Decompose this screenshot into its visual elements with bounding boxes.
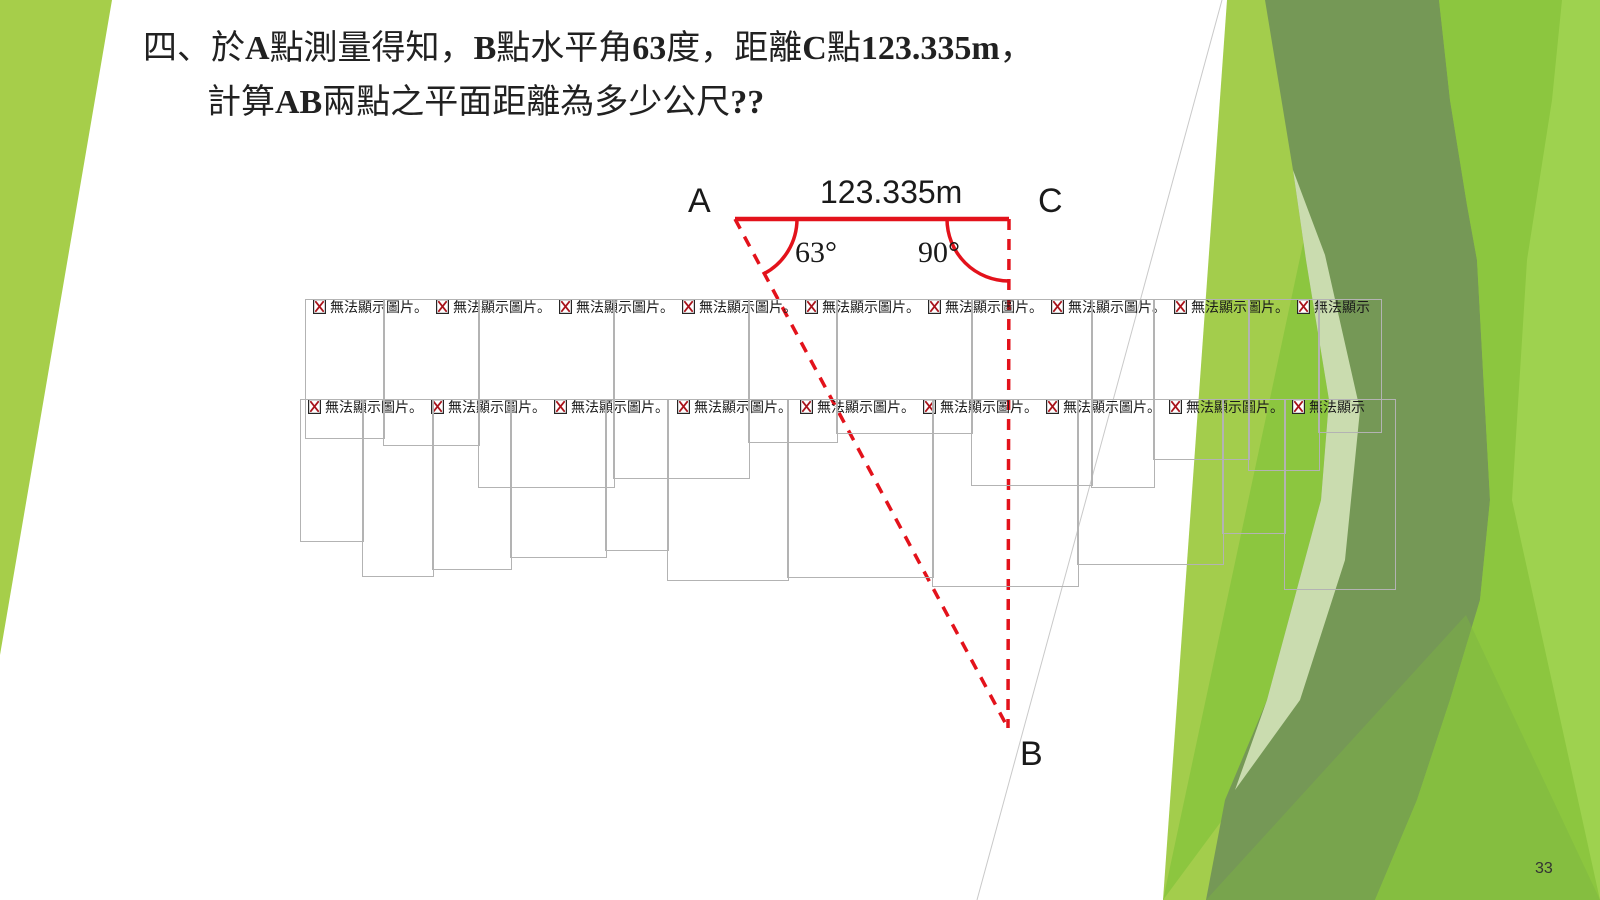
svg-text:B: B <box>1020 735 1043 773</box>
svg-text:C: C <box>1038 182 1063 220</box>
svg-text:90°: 90° <box>918 236 960 269</box>
svg-text:123.335m: 123.335m <box>820 174 962 210</box>
svg-text:A: A <box>688 182 711 220</box>
svg-text:63°: 63° <box>795 236 837 269</box>
